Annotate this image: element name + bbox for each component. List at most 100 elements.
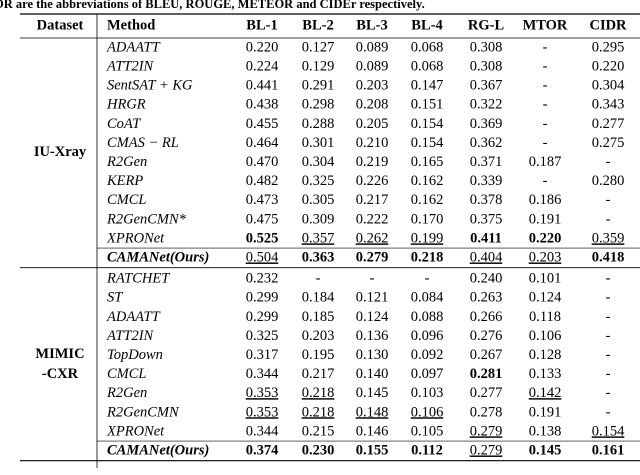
value-cell: 0.128 — [529, 347, 562, 363]
value-cell: 0.154 — [592, 423, 625, 439]
value-cell: 0.154 — [411, 135, 444, 151]
value-cell: 0.291 — [302, 78, 335, 94]
value-cell: 0.404 — [470, 249, 503, 265]
value-cell: 0.217 — [302, 366, 335, 382]
value-cell: 0.161 — [592, 442, 625, 458]
header-cell: Dataset — [37, 17, 84, 33]
value-cell: - — [606, 347, 611, 363]
value-cell: 0.344 — [246, 423, 279, 439]
value-cell: 0.118 — [529, 309, 561, 325]
value-cell: 0.068 — [411, 58, 444, 74]
value-cell: 0.096 — [411, 328, 444, 344]
value-cell: 0.362 — [470, 135, 503, 151]
value-cell: 0.203 — [529, 249, 562, 265]
value-cell: - — [606, 192, 611, 208]
value-cell: 0.191 — [529, 211, 562, 227]
value-cell: 0.162 — [411, 192, 444, 208]
value-cell: - — [606, 328, 611, 344]
value-cell: 0.288 — [302, 116, 335, 132]
method-cell: ATT2IN — [106, 328, 155, 344]
value-cell: 0.195 — [302, 347, 335, 363]
value-cell: 0.357 — [302, 230, 335, 246]
value-cell: 0.147 — [411, 78, 444, 94]
value-cell: 0.130 — [356, 347, 389, 363]
value-cell: - — [543, 173, 548, 189]
value-cell: 0.277 — [592, 116, 625, 132]
value-cell: 0.121 — [356, 290, 389, 306]
value-cell: 0.106 — [529, 328, 562, 344]
value-cell: 0.219 — [356, 154, 389, 170]
value-cell: 0.220 — [246, 39, 279, 55]
value-cell: 0.145 — [356, 385, 389, 401]
value-cell: 0.129 — [302, 58, 335, 74]
method-cell: SentSAT + KG — [107, 78, 193, 94]
value-cell: 0.222 — [356, 211, 389, 227]
value-cell: 0.220 — [529, 230, 562, 246]
value-cell: 0.089 — [356, 39, 389, 55]
value-cell: 0.504 — [246, 249, 279, 265]
method-cell: RATCHET — [106, 271, 170, 287]
value-cell: 0.162 — [411, 173, 444, 189]
method-cell: XPRONet — [106, 230, 165, 246]
value-cell: 0.280 — [592, 173, 625, 189]
value-cell: - — [606, 271, 611, 287]
value-cell: 0.232 — [246, 271, 279, 287]
value-cell: 0.103 — [411, 385, 444, 401]
value-cell: 0.304 — [302, 154, 335, 170]
value-cell: - — [543, 97, 548, 113]
value-cell: 0.092 — [411, 347, 444, 363]
value-cell: - — [606, 385, 611, 401]
value-cell: 0.308 — [470, 58, 503, 74]
value-cell: 0.353 — [246, 385, 279, 401]
value-cell: - — [606, 154, 611, 170]
value-cell: - — [606, 404, 611, 420]
value-cell: 0.262 — [356, 230, 389, 246]
value-cell: 0.438 — [246, 97, 279, 113]
value-cell: 0.203 — [356, 78, 389, 94]
value-cell: 0.363 — [302, 249, 335, 265]
method-cell: TopDown — [107, 347, 163, 363]
method-cell: ADAATT — [106, 309, 161, 325]
method-cell: HRGR — [106, 97, 146, 113]
value-cell: 0.124 — [356, 309, 389, 325]
value-cell: 0.464 — [246, 135, 279, 151]
header-cell: BL-3 — [356, 17, 387, 33]
value-cell: 0.224 — [246, 58, 279, 74]
value-cell: 0.325 — [246, 328, 279, 344]
value-cell: - — [606, 290, 611, 306]
value-cell: 0.226 — [356, 173, 389, 189]
value-cell: 0.136 — [356, 328, 389, 344]
value-cell: 0.322 — [470, 97, 503, 113]
method-cell: KERP — [106, 173, 143, 189]
value-cell: 0.317 — [246, 347, 279, 363]
value-cell: 0.482 — [246, 173, 279, 189]
value-cell: 0.186 — [529, 192, 562, 208]
value-cell: 0.240 — [470, 271, 503, 287]
method-cell: CAMANet(Ours) — [107, 249, 209, 265]
dataset-cell: -CXR — [42, 366, 79, 382]
method-cell: CMCL — [107, 192, 147, 208]
value-cell: 0.301 — [302, 135, 335, 151]
method-cell: CAMANet(Ours) — [107, 442, 209, 458]
value-cell: 0.277 — [470, 385, 503, 401]
value-cell: - — [543, 135, 548, 151]
value-cell: 0.106 — [411, 404, 444, 420]
value-cell: 0.298 — [302, 97, 335, 113]
value-cell: 0.088 — [411, 309, 444, 325]
method-cell: CMAS − RL — [107, 135, 179, 151]
value-cell: 0.220 — [592, 58, 625, 74]
method-cell: R2Gen — [106, 385, 147, 401]
value-cell: 0.473 — [246, 192, 279, 208]
value-cell: 0.367 — [470, 78, 503, 94]
value-cell: 0.146 — [356, 423, 389, 439]
value-cell: 0.142 — [529, 385, 562, 401]
value-cell: 0.441 — [246, 78, 279, 94]
value-cell: 0.275 — [592, 135, 625, 151]
value-cell: 0.470 — [246, 154, 279, 170]
value-cell: 0.165 — [411, 154, 444, 170]
value-cell: - — [543, 58, 548, 74]
value-cell: 0.105 — [411, 423, 444, 439]
value-cell: 0.217 — [356, 192, 389, 208]
value-cell: 0.230 — [302, 442, 335, 458]
method-cell: CoAT — [107, 116, 141, 132]
